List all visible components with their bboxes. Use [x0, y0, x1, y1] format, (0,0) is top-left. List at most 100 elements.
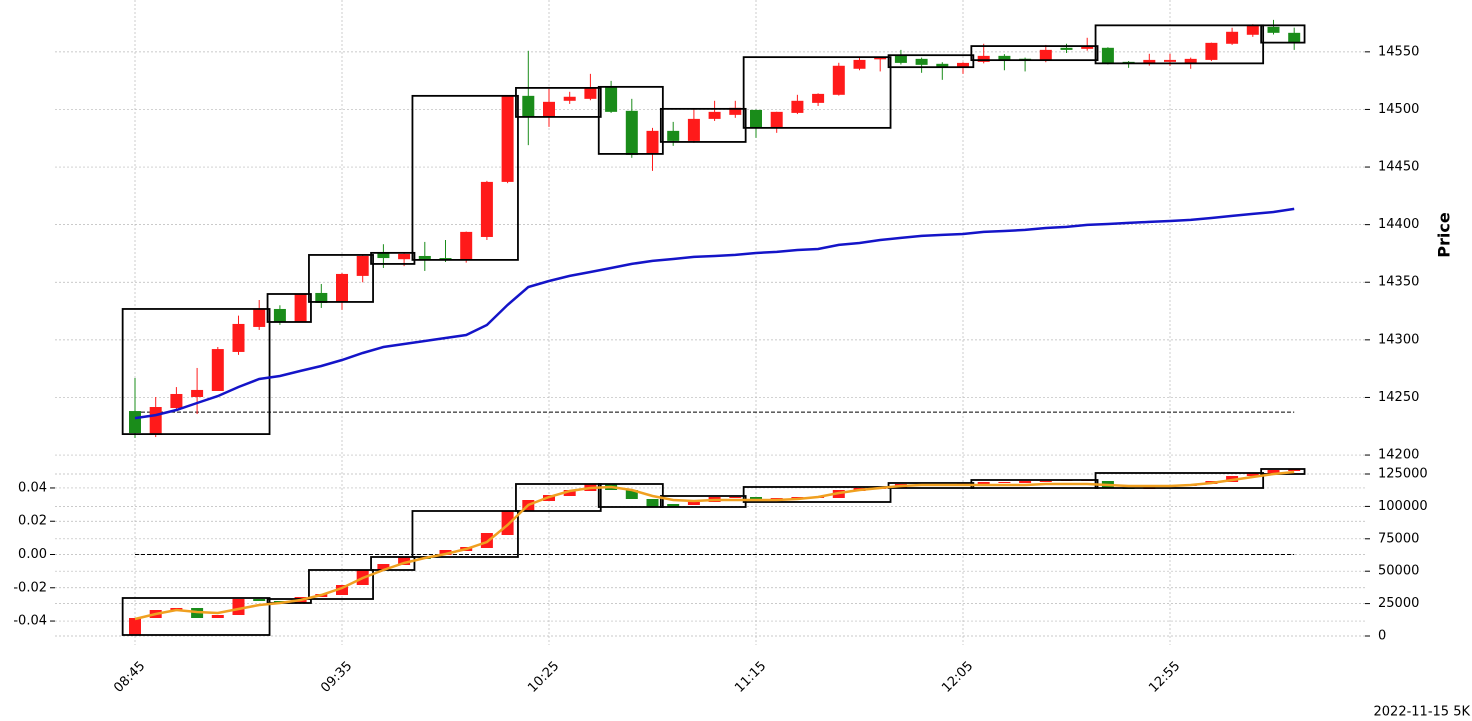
- range-box: [970, 45, 1099, 62]
- candle-body: [832, 65, 845, 95]
- candle-body: [584, 87, 597, 99]
- candle-body: [770, 111, 783, 128]
- y-tick-label: 14350: [1378, 275, 1419, 290]
- candle-body: [1060, 47, 1073, 50]
- candle-body: [1246, 25, 1259, 35]
- y-tick-label: 14250: [1378, 390, 1419, 405]
- candle-body: [480, 181, 493, 237]
- range-box: [266, 598, 312, 604]
- candle-body: [936, 63, 949, 67]
- candle-body: [957, 62, 969, 68]
- candle-body: [149, 407, 162, 436]
- candle-body: [1039, 480, 1052, 482]
- candle-body: [998, 481, 1011, 483]
- candle-body: [439, 549, 452, 555]
- range-box: [121, 597, 271, 636]
- candle-body: [253, 599, 266, 602]
- candle-body: [646, 130, 659, 154]
- y-tick-label: 0.04: [18, 480, 47, 495]
- candle-body: [1246, 472, 1259, 476]
- candle-body: [812, 93, 825, 103]
- candle-body: [356, 255, 369, 276]
- candle-body: [708, 111, 721, 119]
- range-box: [1260, 24, 1306, 44]
- x-tick-label: 09:35: [318, 659, 355, 696]
- candle-body: [667, 503, 680, 507]
- candle-body: [750, 109, 762, 128]
- range-box: [515, 483, 602, 512]
- footer: 2022-11-15 5K: [1374, 705, 1471, 720]
- average-line: [134, 207, 1295, 420]
- candle-body: [1019, 480, 1032, 483]
- y-tick-label: 14300: [1378, 332, 1419, 347]
- range-box: [597, 85, 664, 155]
- candle-body: [977, 481, 990, 484]
- candle-body: [1039, 49, 1052, 61]
- candle-body: [253, 308, 266, 327]
- candle-body: [211, 349, 224, 391]
- candle-body: [977, 55, 990, 62]
- candle-body: [729, 496, 742, 498]
- candle-body: [605, 86, 618, 112]
- candle-body: [1101, 47, 1114, 63]
- candle-body: [874, 57, 887, 60]
- candle-body: [1081, 45, 1094, 49]
- candle-body: [439, 258, 452, 260]
- range-box: [411, 94, 519, 261]
- candle-body: [1267, 26, 1280, 33]
- y-tick-label: 14550: [1378, 44, 1419, 59]
- y-tick-label: 14400: [1378, 217, 1419, 232]
- candle-body: [750, 496, 762, 499]
- candle-body: [129, 618, 141, 635]
- candle-body: [336, 584, 348, 595]
- candle-body: [418, 255, 431, 259]
- range-box: [515, 86, 602, 118]
- x-tick-label: 12:05: [939, 659, 976, 696]
- candle-body: [211, 614, 224, 619]
- candle-body: [563, 489, 576, 496]
- y-tick-label: -0.02: [13, 580, 47, 595]
- y2-tick-label: 100000: [1378, 499, 1428, 514]
- candle-body: [894, 55, 907, 63]
- candle-body: [336, 273, 348, 302]
- range-box: [411, 510, 519, 558]
- y-tick-label: 14450: [1378, 160, 1419, 175]
- candle-body: [729, 107, 742, 115]
- candle-body: [1226, 31, 1239, 44]
- y2-tick-label: 125000: [1378, 466, 1428, 481]
- range-box: [742, 486, 892, 503]
- candle-body: [460, 231, 473, 260]
- candle-body: [625, 489, 638, 499]
- range-box: [659, 107, 747, 143]
- candle-body: [1143, 59, 1156, 64]
- candle-body: [232, 323, 245, 352]
- candle-body: [563, 96, 576, 101]
- candle-body: [543, 101, 555, 117]
- candle-body: [1164, 59, 1176, 62]
- candle-body: [1267, 469, 1280, 474]
- candle-body: [1205, 42, 1218, 60]
- candle-body: [377, 252, 390, 259]
- x-tick-label: 11:15: [732, 659, 769, 696]
- candle-body: [273, 308, 286, 322]
- y2-tick-label: 75000: [1378, 531, 1419, 546]
- y2-tick-label: 50000: [1378, 564, 1419, 579]
- range-box: [266, 293, 312, 323]
- range-box: [370, 251, 416, 265]
- x-tick-label: 08:45: [111, 659, 148, 696]
- range-box: [742, 56, 892, 129]
- candle-body: [1184, 58, 1197, 64]
- candle-body: [915, 58, 928, 65]
- candle-body: [791, 100, 804, 113]
- y-tick-label: -0.04: [13, 614, 47, 629]
- range-box: [308, 254, 374, 303]
- candle-body: [998, 55, 1011, 60]
- candle-body: [501, 95, 514, 182]
- candle-body: [522, 95, 535, 117]
- candle-body: [294, 293, 307, 322]
- candle-body: [1288, 32, 1301, 43]
- y-tick-label: 14200: [1378, 448, 1419, 463]
- y2-tick-label: 25000: [1378, 596, 1419, 611]
- y-tick-label: 14500: [1378, 102, 1419, 117]
